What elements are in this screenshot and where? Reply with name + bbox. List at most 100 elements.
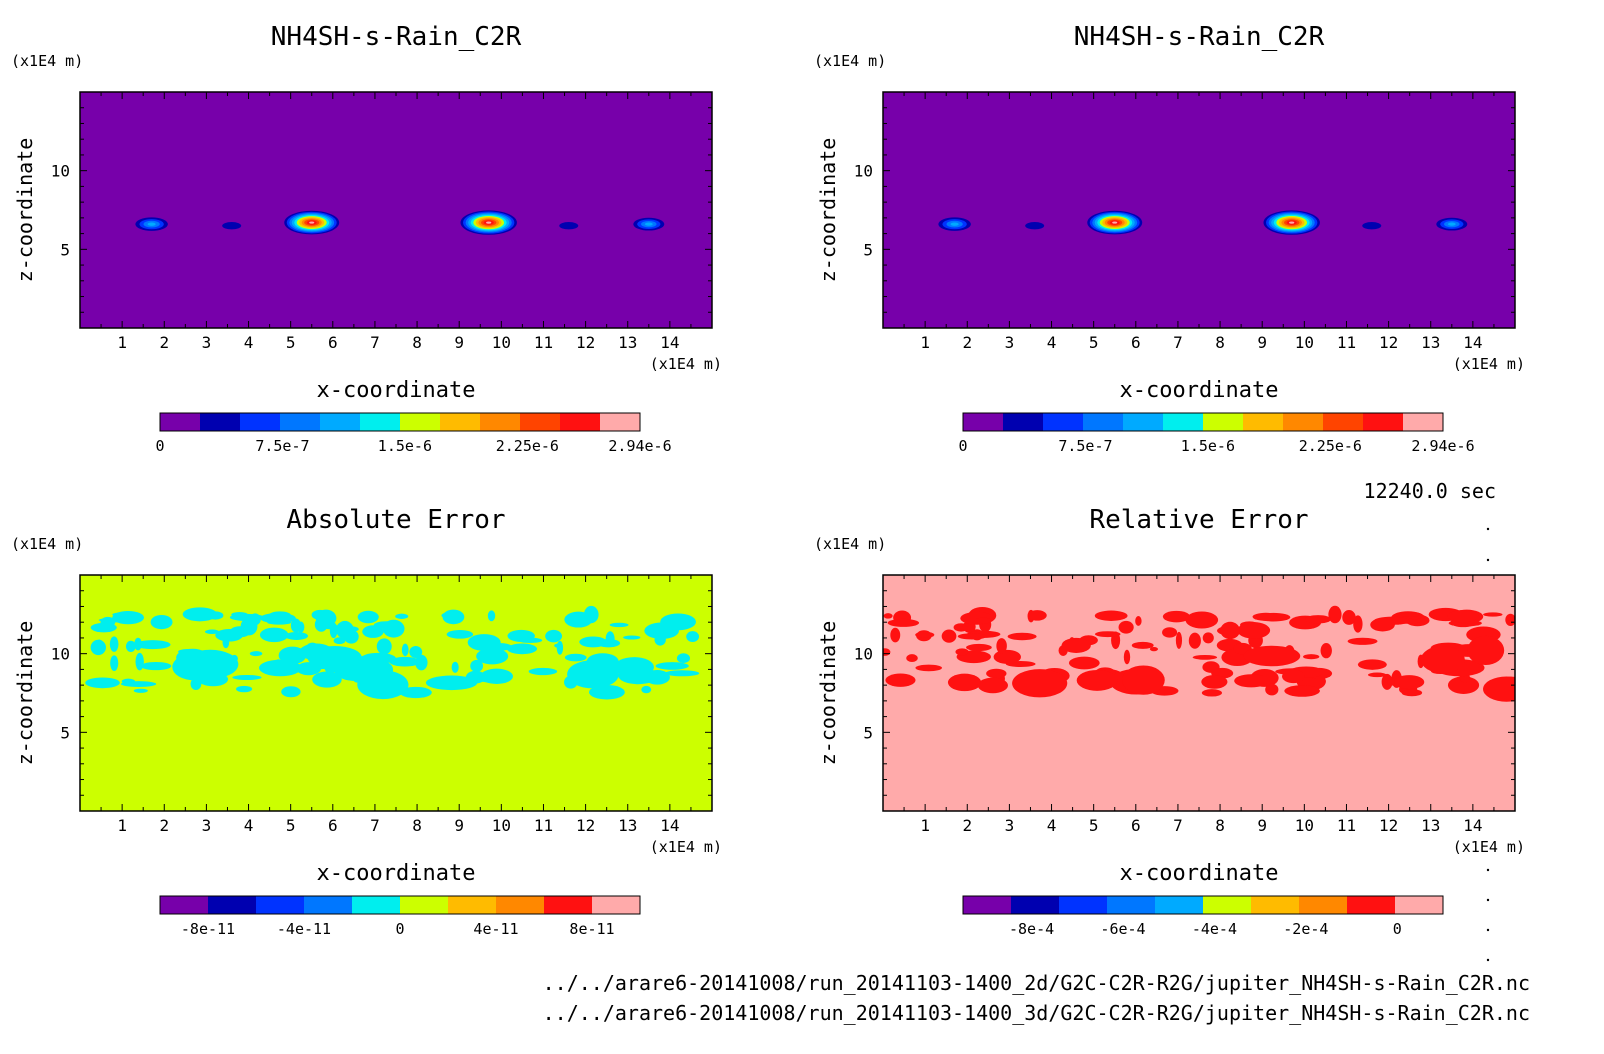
error-patch bbox=[1162, 610, 1191, 623]
error-patch bbox=[133, 688, 148, 693]
colorbar: 0 7.5e-7 1.5e-6 2.25e-6 2.94e-6 bbox=[155, 412, 672, 455]
data-blob bbox=[1362, 222, 1382, 230]
x-tick-label: 6 bbox=[328, 333, 338, 352]
x-unit-label: (x1E4 m) bbox=[1453, 355, 1525, 373]
x-tick-label: 8 bbox=[1215, 816, 1225, 835]
error-patch bbox=[1135, 616, 1142, 626]
colorbar-swatch bbox=[1299, 896, 1348, 914]
error-patch bbox=[236, 685, 253, 693]
colorbar-swatch bbox=[1323, 413, 1364, 431]
error-patch bbox=[140, 661, 172, 671]
error-patch bbox=[207, 611, 224, 620]
error-patch bbox=[915, 664, 943, 672]
data-blob bbox=[1112, 221, 1118, 224]
colorbar-frame bbox=[159, 412, 641, 432]
colorbar-swatch bbox=[1347, 896, 1396, 914]
x-tick-label: 10 bbox=[492, 333, 511, 352]
error-patch bbox=[182, 649, 239, 679]
x-unit-label: (x1E4 m) bbox=[1453, 838, 1525, 856]
x-tick-label: 6 bbox=[1131, 333, 1141, 352]
error-patch bbox=[1483, 676, 1515, 702]
error-patch bbox=[150, 614, 173, 630]
error-patch bbox=[315, 609, 337, 627]
colorbar-label: 2.25e-6 bbox=[496, 437, 559, 455]
error-patch bbox=[1284, 685, 1320, 697]
error-patch bbox=[1076, 669, 1118, 691]
colorbar: -8e-4 -6e-4 -4e-4 -2e-4 0 bbox=[962, 895, 1444, 938]
colorbar-swatch bbox=[1363, 413, 1404, 431]
colorbar-swatch bbox=[1403, 413, 1444, 431]
x-tick-label: 5 bbox=[286, 816, 296, 835]
x-unit-label: (x1E4 m) bbox=[650, 355, 722, 373]
error-patch bbox=[1149, 647, 1158, 652]
error-patch bbox=[476, 648, 509, 665]
x-tick-label: 14 bbox=[660, 816, 679, 835]
data-blob bbox=[309, 221, 315, 224]
x-tick-label: 6 bbox=[328, 816, 338, 835]
x-axis-label: x-coordinate bbox=[317, 861, 476, 886]
colorbar-label: -6e-4 bbox=[1100, 920, 1145, 938]
error-patch bbox=[125, 640, 136, 653]
colorbar-swatch bbox=[160, 413, 201, 431]
colorbar-swatch bbox=[1011, 896, 1060, 914]
error-patch bbox=[564, 653, 587, 662]
error-patch bbox=[240, 617, 258, 636]
error-patch bbox=[1123, 649, 1131, 665]
footer-path-2d: ../../arare6-20141008/run_20141103-1400_… bbox=[543, 971, 1530, 995]
error-patch bbox=[1220, 621, 1240, 640]
x-tick-label: 9 bbox=[454, 816, 464, 835]
error-patch bbox=[915, 631, 935, 638]
error-patch bbox=[1368, 672, 1387, 678]
data-blob bbox=[559, 222, 579, 230]
x-tick-label: 13 bbox=[618, 333, 637, 352]
colorbar-swatch bbox=[320, 413, 361, 431]
error-patch bbox=[1256, 612, 1291, 622]
error-patch bbox=[1401, 689, 1423, 697]
error-patch bbox=[941, 629, 957, 643]
colorbar-label: -4e-4 bbox=[1192, 920, 1237, 938]
x-tick-label: 2 bbox=[962, 816, 972, 835]
y-tick-label: 10 bbox=[51, 645, 70, 664]
colorbar: -8e-11 -4e-11 0 4e-11 8e-11 bbox=[159, 895, 641, 938]
colorbar-swatch bbox=[304, 896, 353, 914]
x-unit-label: (x1E4 m) bbox=[650, 838, 722, 856]
error-patch bbox=[376, 638, 392, 655]
y-unit-label: (x1E4 m) bbox=[814, 535, 886, 553]
error-patch bbox=[442, 609, 465, 625]
error-patch bbox=[974, 617, 992, 624]
error-patch bbox=[467, 634, 501, 651]
x-axis-label: x-coordinate bbox=[1120, 378, 1279, 403]
chart-panel-2d: NH4SH-s-Rain_C2R(x1E4 m)1 2 3 4 5 6 7 8 9 10 11 12 1… bbox=[11, 22, 722, 455]
error-patch bbox=[296, 621, 305, 633]
y-tick-label: 10 bbox=[854, 162, 873, 181]
x-tick-label: 3 bbox=[202, 816, 212, 835]
error-patch bbox=[1185, 611, 1219, 629]
error-patch bbox=[134, 640, 171, 650]
error-patch bbox=[528, 667, 558, 676]
error-patch bbox=[1131, 641, 1154, 649]
y-unit-label: (x1E4 m) bbox=[814, 52, 886, 70]
y-tick-label: 5 bbox=[60, 240, 70, 259]
error-patch bbox=[1202, 632, 1214, 644]
y-axis-label: z-coordinate bbox=[816, 621, 840, 766]
x-tick-label: 9 bbox=[454, 333, 464, 352]
colorbar-label: 7.5e-7 bbox=[1058, 437, 1112, 455]
error-patch bbox=[1068, 656, 1100, 670]
colorbar-swatch bbox=[280, 413, 321, 431]
footer-path-3d: ../../arare6-20141008/run_20141103-1400_… bbox=[543, 1001, 1530, 1025]
x-tick-label: 7 bbox=[1173, 333, 1183, 352]
plot-area bbox=[80, 92, 712, 328]
error-patch bbox=[664, 670, 700, 677]
colorbar-label: 0 bbox=[1393, 920, 1402, 938]
colorbar-label: 8e-11 bbox=[569, 920, 614, 938]
error-patch bbox=[1012, 669, 1068, 698]
error-patch bbox=[1192, 654, 1218, 660]
x-tick-label: 11 bbox=[534, 333, 553, 352]
plot-area bbox=[80, 575, 712, 811]
error-patch bbox=[1122, 665, 1165, 695]
x-tick-label: 14 bbox=[660, 333, 679, 352]
error-patch bbox=[221, 631, 241, 636]
error-patch bbox=[85, 677, 120, 689]
colorbar-label: 2.94e-6 bbox=[1411, 437, 1474, 455]
